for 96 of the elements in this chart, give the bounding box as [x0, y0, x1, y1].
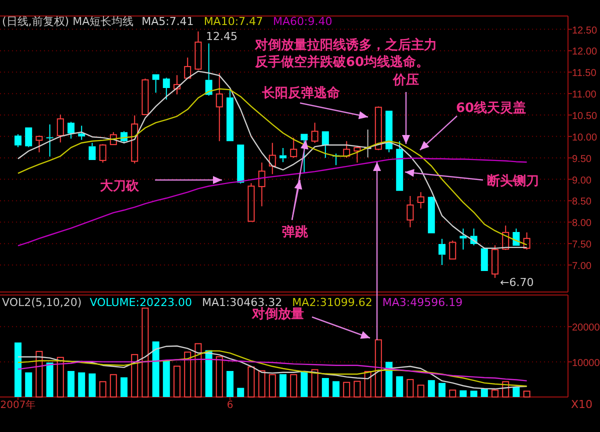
bar: [78, 372, 86, 397]
bar: [205, 350, 212, 397]
x-tick-label: 2007年: [0, 399, 36, 411]
annotation: 大刀砍: [100, 179, 140, 194]
y-tick-label: 7.50: [572, 240, 592, 251]
bar: [194, 343, 202, 398]
text: MA2:31099.62: [292, 296, 372, 309]
bar: [142, 308, 149, 398]
bar: [99, 381, 106, 398]
chart-title: VOL2(5,10,20): [2, 296, 82, 309]
annotation: 断头铡刀: [487, 174, 539, 189]
annotation: 长阳反弹逃命: [261, 85, 341, 101]
y-tick-label: 8.50: [572, 196, 592, 208]
y-tick-label: 11.00: [572, 90, 597, 101]
bar: [120, 377, 128, 397]
text: X10: [571, 398, 593, 411]
bar: [248, 366, 255, 398]
text: MA10:7.47: [204, 15, 264, 28]
bar: [280, 374, 286, 397]
y-tick-label: 10.50: [572, 111, 598, 122]
bar: [56, 356, 64, 398]
bar: [268, 374, 276, 398]
bar: [152, 341, 160, 397]
candlestick: [162, 77, 170, 100]
x-tick-label: 6: [226, 400, 234, 411]
y-tick-label: 12.00: [572, 46, 598, 58]
bar: [354, 380, 361, 398]
bar: [396, 376, 404, 397]
annotation: 反手做空并跌破60均线逃命。: [254, 54, 430, 70]
candlestick: [364, 129, 372, 158]
bar: [184, 352, 192, 398]
annotation: 对倒放量拉阳线诱多，之后主力: [254, 37, 437, 53]
bar: [523, 390, 530, 398]
annotation: 12.45: [206, 30, 238, 43]
y-tick-label: 8.00: [572, 218, 592, 230]
annotation: 价压: [392, 73, 419, 88]
bar: [492, 390, 498, 398]
bar: [88, 373, 96, 397]
line-series: [17, 358, 528, 382]
text: MA60:9.40: [273, 15, 332, 28]
bar: [300, 370, 308, 397]
bar: [68, 370, 74, 397]
candlestick: [438, 238, 446, 266]
bar: [311, 369, 318, 398]
bar: [216, 356, 223, 398]
bar: [374, 339, 382, 398]
bar: [470, 390, 478, 397]
y-tick-label: 10.00: [572, 132, 598, 144]
bar: [332, 381, 340, 397]
bar: [386, 362, 392, 397]
bar: [36, 350, 43, 398]
bar: [258, 370, 266, 398]
y-tick-label: 10000: [572, 358, 600, 369]
bar: [290, 374, 298, 398]
y-tick-label: 20000: [572, 322, 600, 334]
bar: [449, 390, 456, 398]
candlestick: [46, 124, 54, 158]
bar: [502, 381, 510, 398]
candlestick: [174, 74, 180, 95]
candlestick: [258, 162, 266, 207]
bar: [237, 388, 244, 397]
y-tick-label: 7.00: [572, 261, 592, 272]
bar: [226, 370, 234, 397]
y-tick-label: 9.00: [572, 175, 592, 186]
y-tick-label: 11.50: [572, 68, 597, 80]
y-tick-label: 9.50: [572, 154, 592, 165]
candlestick: [417, 192, 424, 209]
bar: [162, 360, 170, 397]
bar: [322, 378, 329, 397]
text: MA5:7.41: [142, 15, 194, 28]
annotation: 对倒放量: [251, 307, 304, 322]
bar: [417, 384, 424, 398]
bar: [480, 388, 488, 397]
bar: [460, 390, 467, 397]
series-label: VOLUME:20223.00: [90, 296, 192, 309]
annotation: 弹跳: [282, 224, 309, 240]
bar: [131, 354, 138, 398]
annotation: ←6.70: [500, 276, 534, 289]
bar: [364, 370, 372, 398]
candlestick: [280, 148, 286, 163]
bar: [428, 380, 435, 397]
bar: [512, 386, 520, 397]
bar: [25, 372, 32, 397]
text: MA3:49596.19: [382, 296, 463, 309]
chart-title: (日线,前复权) MA短长均线: [2, 15, 134, 28]
bar: [406, 379, 414, 398]
bar: [110, 374, 117, 398]
bar: [343, 382, 350, 398]
annotation: 60线天灵盖: [456, 100, 526, 116]
y-tick-label: 12.50: [572, 25, 598, 36]
bar: [438, 382, 446, 397]
candlestick: [406, 196, 414, 228]
bar: [46, 362, 54, 397]
candlestick: [216, 72, 223, 142]
bar: [14, 342, 22, 397]
bar: [174, 366, 180, 398]
